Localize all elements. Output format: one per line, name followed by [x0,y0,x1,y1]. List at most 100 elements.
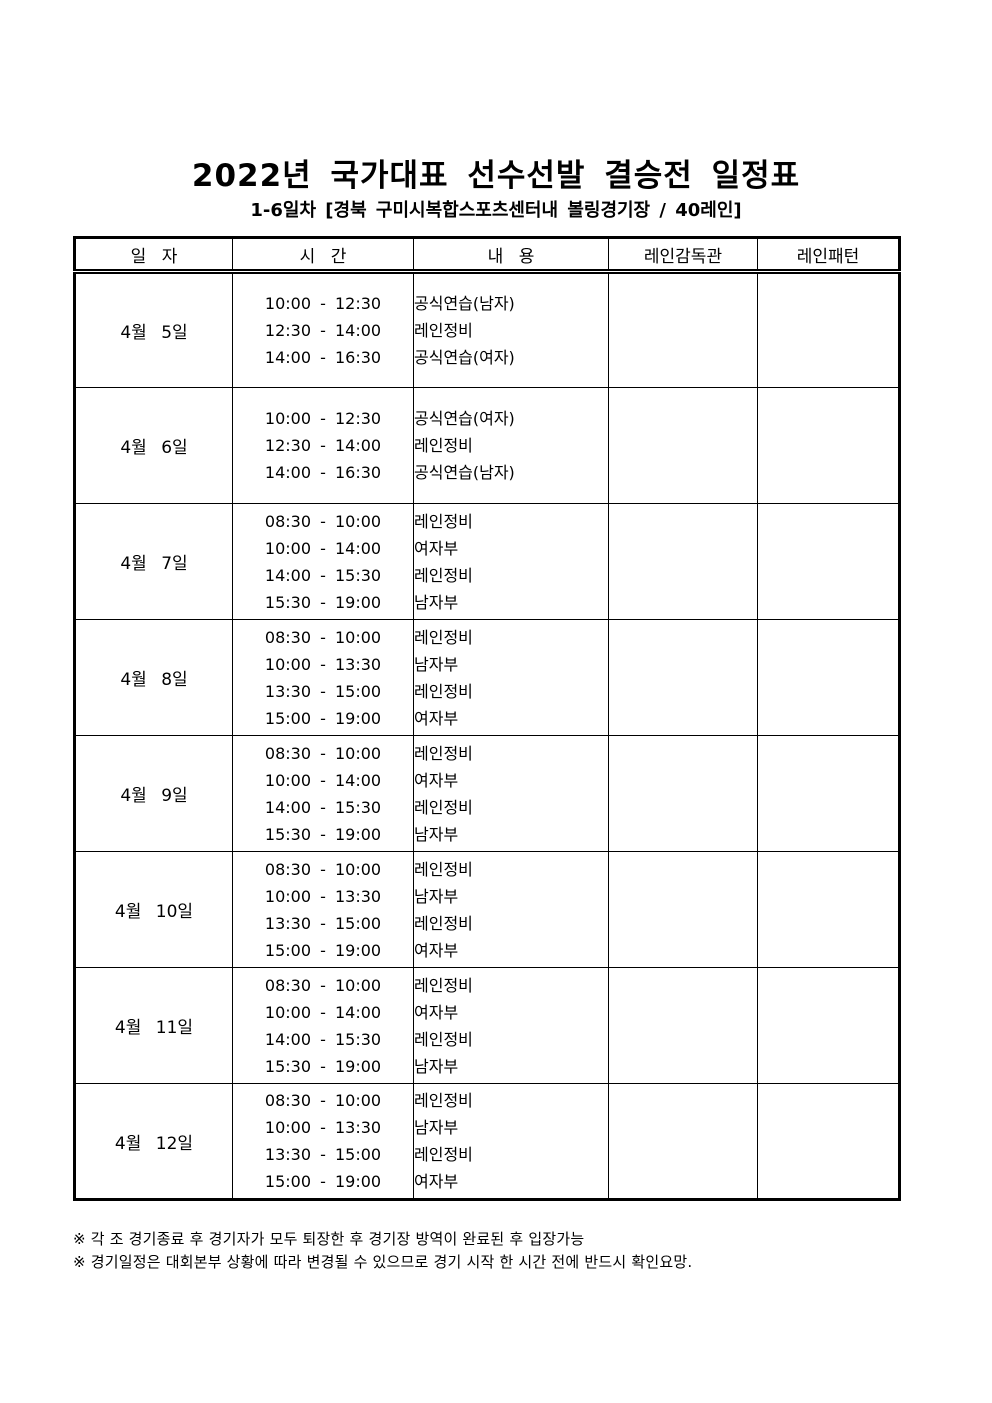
content-item: 레인정비 [414,1145,473,1164]
time-range: 13:30 - 15:00 [264,1145,382,1164]
content-item: 여자부 [414,770,459,790]
content-cell: 레인정비 남자부 레인정비 여자부 [413,1083,609,1200]
time-range: 14:00 - 16:30 [264,348,382,367]
lane-pattern-cell [757,735,900,852]
lane-supervisor-cell [608,735,758,852]
time-cell: 08:30 - 10:00 10:00 - 14:00 14:00 - 15:30 1… [232,503,414,620]
table-row: 4월 6일 10:00 - 12:30 12:30 - 14:00 14:00 - 1… [74,387,900,504]
time-range: 12:30 - 14:00 [264,436,382,455]
time-range: 15:00 - 19:00 [264,708,382,728]
time-range: 15:00 - 19:00 [264,940,382,960]
table-row: 4월 10일 08:30 - 10:00 10:00 - 13:30 13:30 - … [74,851,900,968]
time-cell: 08:30 - 10:00 10:00 - 14:00 14:00 - 15:30 1… [232,967,414,1084]
content-item: 여자부 [414,940,459,960]
schedule-table: 일 자 시 간 내 용 레인감독관 레인패턴 4월 5일 10:00 - 12:3… [73,236,901,1201]
lane-supervisor-cell [608,1083,758,1200]
lane-pattern-cell [757,967,900,1084]
table-row: 4월 8일 08:30 - 10:00 10:00 - 13:30 13:30 - 1… [74,619,900,736]
content-item: 레인정비 [414,1091,473,1110]
content-cell: 공식연습(남자) 레인정비 공식연습(여자) [413,271,609,388]
content-item: 여자부 [414,538,459,558]
content-cell: 레인정비 여자부 레인정비 남자부 [413,967,609,1084]
content-item: 남자부 [414,592,459,612]
page-subtitle: 1-6일차 [경북 구미시복합스포츠센터내 볼링경기장 / 40레인] [250,200,742,221]
content-cell: 레인정비 여자부 레인정비 남자부 [413,503,609,620]
time-range: 12:30 - 14:00 [264,321,382,340]
header-cell-lane-pattern: 레인패턴 [757,237,900,274]
content-item: 레인정비 [414,743,473,763]
time-range: 10:00 - 13:30 [264,886,382,906]
lane-pattern-cell [757,387,900,504]
time-range: 14:00 - 15:30 [264,565,382,585]
date-cell: 4월 10일 [74,851,233,968]
time-range: 08:30 - 10:00 [264,1091,382,1110]
header-cell-lane-supervisor: 레인감독관 [608,237,758,274]
time-range: 14:00 - 15:30 [264,797,382,817]
time-cell: 08:30 - 10:00 10:00 - 13:30 13:30 - 15:00 1… [232,619,414,736]
content-item: 공식연습(여자) [414,348,515,367]
time-range: 10:00 - 13:30 [264,1118,382,1137]
date-cell: 4월 12일 [74,1083,233,1200]
header-cell-time: 시 간 [232,237,414,274]
table-row: 4월 7일 08:30 - 10:00 10:00 - 14:00 14:00 - 1… [74,503,900,620]
time-range: 08:30 - 10:00 [264,627,382,647]
lane-pattern-cell [757,619,900,736]
lane-supervisor-cell [608,619,758,736]
content-item: 공식연습(남자) [414,294,515,313]
time-range: 08:30 - 10:00 [264,743,382,763]
time-range: 08:30 - 10:00 [264,511,382,531]
time-range: 14:00 - 16:30 [264,463,382,482]
time-range: 10:00 - 14:00 [264,770,382,790]
lane-pattern-cell [757,1083,900,1200]
lane-pattern-cell [757,503,900,620]
content-item: 여자부 [414,1172,459,1191]
time-range: 13:30 - 15:00 [264,681,382,701]
header-cell-content: 내 용 [413,237,609,274]
time-range: 08:30 - 10:00 [264,859,382,879]
lane-supervisor-cell [608,503,758,620]
time-range: 15:00 - 19:00 [264,1172,382,1191]
footnote-schedule-change: ※ 경기일정은 대회본부 상황에 따라 변경될 수 있으므로 경기 시작 한 시… [73,1253,693,1271]
content-item: 여자부 [414,1002,459,1022]
lane-supervisor-cell [608,387,758,504]
date-cell: 4월 8일 [74,619,233,736]
date-cell: 4월 11일 [74,967,233,1084]
footnotes: ※ 각 조 경기종료 후 경기자가 모두 퇴장한 후 경기장 방역이 완료된 후… [73,1228,933,1274]
content-item: 레인정비 [414,436,473,455]
lane-supervisor-cell [608,851,758,968]
content-item: 레인정비 [414,797,473,817]
date-cell: 4월 9일 [74,735,233,852]
lane-supervisor-cell [608,271,758,388]
time-range: 10:00 - 14:00 [264,538,382,558]
time-cell: 08:30 - 10:00 10:00 - 14:00 14:00 - 15:30 1… [232,735,414,852]
table-row: 4월 11일 08:30 - 10:00 10:00 - 14:00 14:00 - … [74,967,900,1084]
time-range: 15:30 - 19:00 [264,592,382,612]
content-item: 공식연습(여자) [414,409,515,428]
header-cell-date: 일 자 [74,237,233,274]
time-range: 10:00 - 13:30 [264,654,382,674]
date-cell: 4월 6일 [74,387,233,504]
content-item: 남자부 [414,1056,459,1076]
time-range: 15:30 - 19:00 [264,824,382,844]
table-row: 4월 12일 08:30 - 10:00 10:00 - 13:30 13:30 - … [74,1083,900,1200]
content-item: 레인정비 [414,913,473,933]
time-range: 13:30 - 15:00 [264,913,382,933]
time-cell: 10:00 - 12:30 12:30 - 14:00 14:00 - 16:30 [232,387,414,504]
content-cell: 레인정비 남자부 레인정비 여자부 [413,851,609,968]
content-item: 공식연습(남자) [414,463,515,482]
content-item: 남자부 [414,654,459,674]
content-item: 남자부 [414,1118,459,1137]
page-title: 2022년 국가대표 선수선발 결승전 일정표 [191,158,801,194]
time-cell: 08:30 - 10:00 10:00 - 13:30 13:30 - 15:00 1… [232,1083,414,1200]
time-cell: 10:00 - 12:30 12:30 - 14:00 14:00 - 16:30 [232,271,414,388]
content-item: 레인정비 [414,975,473,995]
content-item: 남자부 [414,886,459,906]
footnote-entry-admission: ※ 각 조 경기종료 후 경기자가 모두 퇴장한 후 경기장 방역이 완료된 후… [73,1230,585,1248]
time-range: 10:00 - 12:30 [264,409,382,428]
content-item: 레인정비 [414,565,473,585]
time-cell: 08:30 - 10:00 10:00 - 13:30 13:30 - 15:00 1… [232,851,414,968]
time-range: 10:00 - 12:30 [264,294,382,313]
time-range: 14:00 - 15:30 [264,1029,382,1049]
content-item: 남자부 [414,824,459,844]
